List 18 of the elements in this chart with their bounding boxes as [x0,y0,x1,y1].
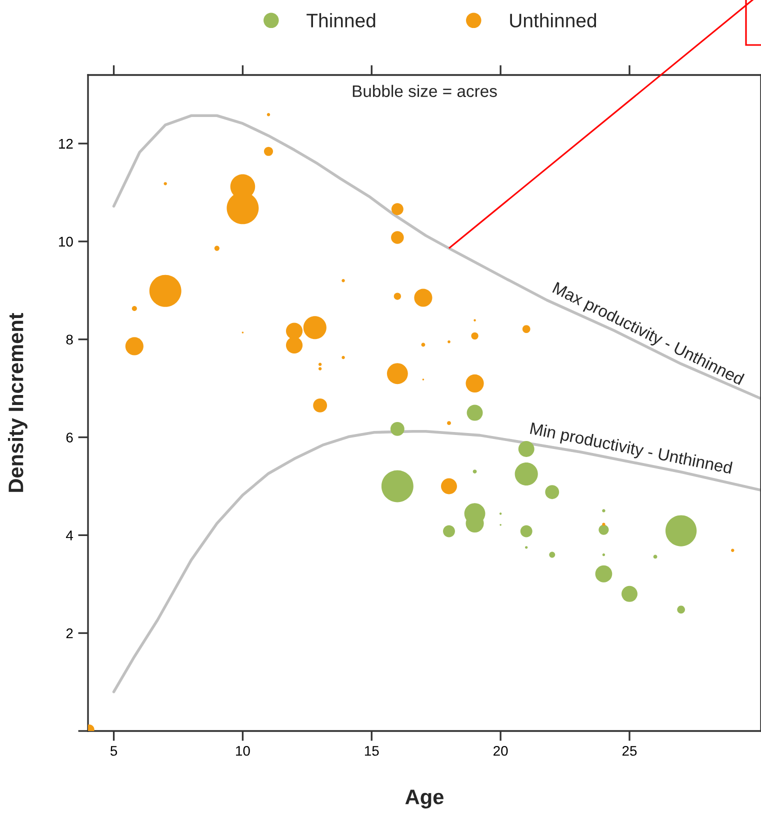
x-axis-title: Age [405,790,444,809]
line-series [112,114,761,400]
x-tick-label: 10 [236,746,250,756]
y-tick-label: 6 [66,432,73,442]
y-tick-label: 8 [66,334,73,345]
y-tick-label: 12 [59,138,73,149]
x-tick-label: 25 [622,746,637,756]
legend-label: Thinned [306,13,376,28]
x-tick-label: 5 [110,746,118,756]
y-tick-label: 4 [66,530,74,540]
y-axis-title: Density Increment [8,312,28,492]
y-tick-label: 10 [59,236,73,247]
x-tick-label: 15 [364,746,379,756]
legend-label: Unthinned [510,13,596,28]
x-tick-label: 20 [494,746,508,756]
text: Min productivity - Unthinned [529,422,733,478]
y-tick-label: 2 [66,628,73,638]
annotation: Bubble size = acres [352,84,497,98]
